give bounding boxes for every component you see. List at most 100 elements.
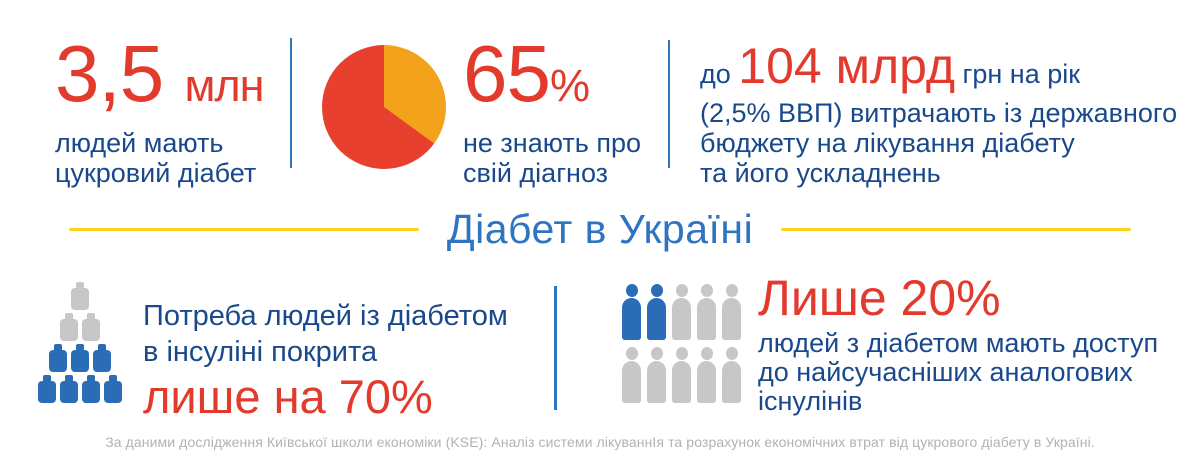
- stat-budget-value: 104 млрд: [738, 38, 955, 94]
- vial-body: [82, 381, 100, 403]
- caption-line: до найсучасніших аналогових: [758, 357, 1133, 387]
- vial-row: [71, 282, 89, 310]
- person-row: [622, 284, 741, 340]
- vial-body: [60, 381, 78, 403]
- person-body: [697, 361, 716, 403]
- divider-vertical-2: [668, 40, 670, 168]
- insulin-vial-icon: [82, 313, 100, 341]
- vial-cap: [65, 375, 73, 382]
- caption-line: та його ускладнень: [700, 158, 941, 188]
- stat-diabetics: 3,5 млн людей мають цукровий діабет: [55, 34, 265, 189]
- person-icon: [672, 284, 691, 340]
- stat-budget-suffix: грн на рік: [962, 59, 1081, 89]
- divider-vertical-1: [290, 38, 292, 168]
- vial-cap: [87, 313, 95, 320]
- caption-line: в інсуліні покрита: [143, 336, 378, 368]
- person-head: [700, 347, 713, 360]
- person-body: [647, 298, 666, 340]
- caption-line: людей мають: [55, 128, 224, 158]
- caption-line: цукровий діабет: [55, 158, 257, 188]
- person-icon: [622, 284, 641, 340]
- vial-body: [71, 288, 89, 310]
- caption-line: бюджету на лікування діабету: [700, 128, 1075, 158]
- caption-line: існулінів: [758, 386, 863, 416]
- undiagnosed-pie-chart: [322, 45, 446, 169]
- stat-undiagnosed-value: 65: [463, 29, 551, 118]
- insulin-vial-icon: [71, 282, 89, 310]
- person-body: [672, 361, 691, 403]
- vial-row: [60, 313, 100, 341]
- vial-row: [49, 344, 111, 372]
- person-head: [700, 284, 713, 297]
- vial-body: [38, 381, 56, 403]
- stat-budget-value-line: до 104 млрд грн на рік: [700, 41, 1177, 98]
- insulin-coverage-highlight: лише на 70%: [143, 370, 433, 423]
- vial-body: [71, 350, 89, 372]
- insulin-pictograph: [38, 282, 122, 403]
- section-title-row: Діабет в Україні: [0, 203, 1200, 255]
- insulin-vial-icon: [104, 375, 122, 403]
- stat-diabetics-caption: людей мають цукровий діабет: [55, 128, 264, 188]
- person-icon: [722, 347, 741, 403]
- person-row: [622, 347, 741, 403]
- person-icon: [697, 347, 716, 403]
- access-caption: людей з діабетом мають доступ до найсуча…: [758, 329, 1158, 416]
- insulin-coverage-block: Потреба людей із діабетом в інсуліні пок…: [143, 298, 508, 422]
- stat-budget-prefix: до: [700, 59, 731, 89]
- caption-line: не знають про: [463, 128, 641, 158]
- stat-undiagnosed-caption: не знають про свій діагноз: [463, 128, 641, 188]
- person-body: [647, 361, 666, 403]
- insulin-vial-icon: [60, 313, 78, 341]
- person-icon: [647, 284, 666, 340]
- stat-undiagnosed-unit: %: [549, 60, 590, 111]
- vial-cap: [76, 282, 84, 289]
- caption-line: Потреба людей із діабетом: [143, 300, 508, 332]
- vial-body: [82, 319, 100, 341]
- person-icon: [622, 347, 641, 403]
- stat-budget: до 104 млрд грн на рік (2,5% ВВП) витрач…: [700, 41, 1178, 188]
- insulin-access-block: Лише 20% людей з діабетом мають доступ д…: [758, 272, 1158, 416]
- person-head: [725, 284, 738, 297]
- vial-body: [93, 350, 111, 372]
- footer-source-note: За даними дослідження Київської школи ек…: [105, 434, 1095, 450]
- person-body: [622, 361, 641, 403]
- vial-row: [38, 375, 122, 403]
- person-body: [722, 298, 741, 340]
- person-icon: [672, 347, 691, 403]
- person-head: [650, 347, 663, 360]
- people-pictograph: [622, 284, 741, 403]
- vial-cap: [43, 375, 51, 382]
- title-rule-left: [68, 227, 419, 231]
- insulin-vial-icon: [82, 375, 100, 403]
- insulin-vial-icon: [38, 375, 56, 403]
- stat-diabetics-value-line: 3,5 млн: [55, 34, 265, 124]
- access-highlight: Лише 20%: [758, 270, 1001, 326]
- stat-diabetics-value: 3,5: [55, 29, 164, 118]
- person-head: [675, 284, 688, 297]
- vial-cap: [87, 375, 95, 382]
- vial-body: [104, 381, 122, 403]
- caption-line: людей з діабетом мають доступ: [758, 328, 1159, 358]
- vial-cap: [98, 344, 106, 351]
- person-head: [675, 347, 688, 360]
- insulin-vial-icon: [71, 344, 89, 372]
- caption-line: (2,5% ВВП) витрачають із державного: [700, 98, 1178, 128]
- divider-vertical-3: [554, 286, 557, 410]
- vial-cap: [65, 313, 73, 320]
- person-body: [697, 298, 716, 340]
- person-icon: [697, 284, 716, 340]
- person-body: [722, 361, 741, 403]
- person-body: [672, 298, 691, 340]
- vial-body: [49, 350, 67, 372]
- person-icon: [647, 347, 666, 403]
- insulin-vial-icon: [49, 344, 67, 372]
- stat-undiagnosed-value-line: 65%: [463, 34, 641, 124]
- vial-cap: [54, 344, 62, 351]
- person-head: [625, 284, 638, 297]
- person-head: [725, 347, 738, 360]
- person-head: [625, 347, 638, 360]
- person-icon: [722, 284, 741, 340]
- vial-cap: [76, 344, 84, 351]
- title-rule-right: [781, 227, 1132, 231]
